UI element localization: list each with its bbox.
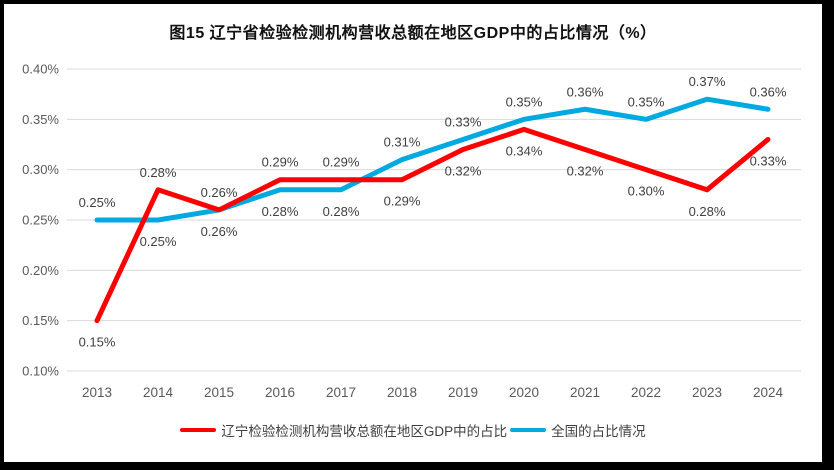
x-axis-label: 2018	[387, 385, 417, 400]
data-label: 0.32%	[567, 164, 604, 179]
chart-canvas: 图15 辽宁省检验检测机构营收总额在地区GDP中的占比情况（%） 0.40% 0.…	[4, 4, 822, 462]
legend-line-blue-icon	[510, 428, 547, 432]
data-label: 0.35%	[506, 94, 543, 109]
data-label: 0.34%	[506, 143, 543, 158]
data-label: 0.29%	[323, 155, 360, 170]
x-axis-label: 2017	[326, 385, 356, 400]
x-axis-label: 2019	[448, 385, 478, 400]
y-axis-tick-label: 0.10%	[22, 364, 59, 379]
data-label: 0.29%	[384, 194, 421, 209]
y-axis-tick-label: 0.25%	[22, 213, 59, 228]
x-axis-label: 2021	[570, 385, 600, 400]
data-label: 0.26%	[201, 224, 238, 239]
x-axis-label: 2013	[82, 385, 112, 400]
data-label: 0.28%	[323, 204, 360, 219]
legend-label-liaoning: 辽宁检验检测机构营收总额在地区GDP中的占比	[221, 424, 508, 439]
x-axis-label: 2023	[692, 385, 722, 400]
data-label: 0.28%	[140, 165, 177, 180]
data-label: 0.37%	[689, 74, 726, 89]
legend-item-national: 全国的占比情况	[510, 420, 646, 440]
data-label: 0.28%	[262, 204, 299, 219]
data-label: 0.30%	[628, 184, 665, 199]
legend-item-liaoning: 辽宁检验检测机构营收总额在地区GDP中的占比	[180, 420, 507, 440]
x-axis-label: 2014	[143, 385, 174, 400]
data-label: 0.26%	[201, 185, 238, 200]
x-axis-label: 2016	[265, 385, 295, 400]
data-label: 0.15%	[79, 335, 116, 350]
data-label: 0.25%	[79, 195, 116, 210]
data-label: 0.31%	[384, 135, 421, 150]
y-axis-tick-label: 0.15%	[22, 313, 59, 328]
series-line	[94, 96, 771, 223]
data-label: 0.35%	[628, 94, 665, 109]
legend-label-national: 全国的占比情况	[551, 424, 646, 439]
x-axis-label: 2020	[509, 385, 539, 400]
y-axis-tick-label: 0.35%	[22, 112, 59, 127]
data-label: 0.33%	[750, 153, 787, 168]
data-label: 0.29%	[262, 155, 299, 170]
data-label: 0.33%	[445, 114, 482, 129]
data-label: 0.32%	[445, 164, 482, 179]
data-label: 0.25%	[140, 234, 177, 249]
chart-title: 图15 辽宁省检验检测机构营收总额在地区GDP中的占比情况（%）	[169, 25, 657, 42]
y-axis-tick-label: 0.20%	[22, 263, 59, 278]
chart-legend: 辽宁检验检测机构营收总额在地区GDP中的占比 全国的占比情况	[4, 420, 822, 440]
series-line	[94, 126, 771, 324]
x-axis-label: 2022	[631, 385, 661, 400]
y-axis-tick-label: 0.30%	[22, 162, 59, 177]
data-label: 0.36%	[750, 84, 787, 99]
x-axis-label: 2015	[204, 385, 234, 400]
data-label: 0.36%	[567, 84, 604, 99]
legend-line-red-icon	[180, 428, 217, 432]
x-axis-label: 2024	[753, 385, 784, 400]
line-chart-plot-area: 0.40% 0.35% 0.30% 0.25% 0.20% 0.15% 0.10% 2013 2…	[22, 62, 801, 400]
y-axis-tick-label: 0.40%	[22, 62, 59, 77]
data-label: 0.28%	[689, 204, 726, 219]
